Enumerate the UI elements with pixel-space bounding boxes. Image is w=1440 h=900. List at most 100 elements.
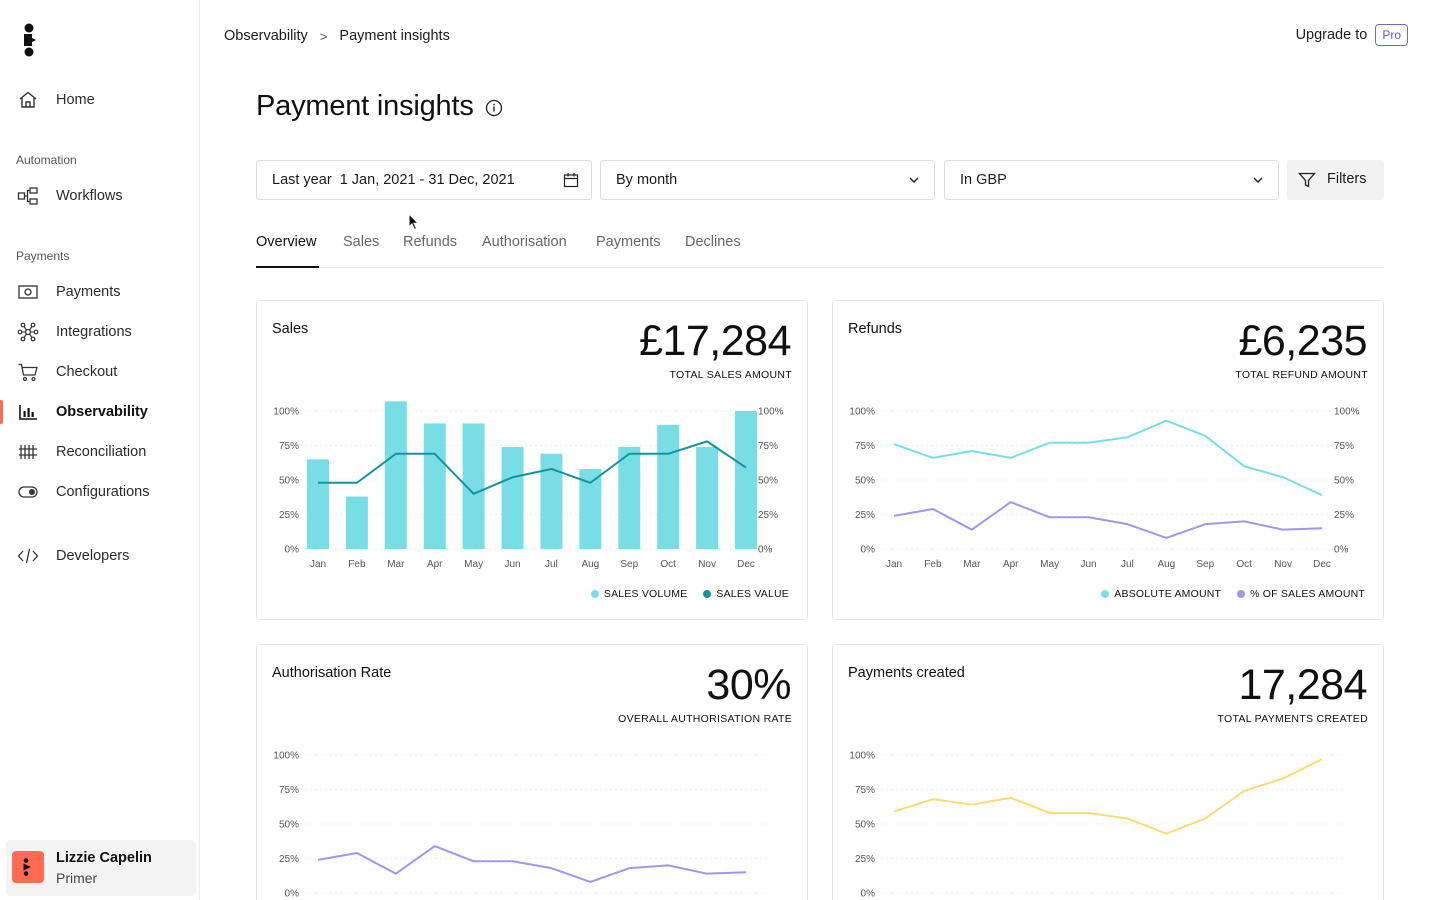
- integrations-icon: [17, 322, 39, 342]
- series-line: [317, 845, 747, 883]
- y-tick-label-right: 25%: [1334, 510, 1354, 521]
- x-tick-label: Mar: [963, 559, 981, 570]
- legend-item: ABSOLUTE AMOUNT: [1101, 588, 1221, 600]
- legend-item: % OF SALES AMOUNT: [1237, 588, 1365, 600]
- sidebar-item-integrations[interactable]: Integrations: [0, 316, 199, 348]
- refunds-chart: 0% 0% 25% 25% 50% 50% 75% 75% 100% 100% Jan Feb Mar A…: [849, 407, 1359, 571]
- sidebar: Home Automation Workflows Payments Payme…: [0, 0, 200, 900]
- y-tick-label: 75%: [279, 785, 299, 796]
- filter-icon: [1298, 172, 1316, 188]
- authorisation-chart: 0%25%50%75%100%JanFebMarAprMayJunJulAugS…: [273, 751, 767, 900]
- tab-overview[interactable]: Overview: [256, 234, 317, 250]
- info-icon[interactable]: [485, 99, 503, 117]
- avatar: [12, 851, 44, 883]
- sidebar-item-label: Integrations: [56, 324, 132, 340]
- sales-card: Sales £17,284 TOTAL SALES AMOUNT 0% 0% 25%…: [256, 300, 808, 620]
- sidebar-item-developers[interactable]: Developers: [0, 540, 199, 572]
- y-tick-label: 25%: [855, 854, 875, 865]
- bar-chart-icon: [19, 405, 37, 420]
- sidebar-item-payments[interactable]: Payments: [0, 276, 199, 308]
- upgrade-button[interactable]: Upgrade to Pro: [1296, 24, 1408, 46]
- y-tick-label-right: 25%: [758, 510, 778, 521]
- y-tick-label: 50%: [279, 476, 299, 487]
- currency-select[interactable]: In GBP: [944, 160, 1279, 200]
- sidebar-item-label: Configurations: [56, 484, 150, 500]
- primer-logo[interactable]: [20, 22, 48, 58]
- card-title: Sales: [272, 321, 309, 337]
- sidebar-item-observability[interactable]: Observability: [0, 396, 199, 428]
- card-title: Refunds: [848, 321, 903, 337]
- payments-icon: [18, 285, 38, 299]
- bar: [501, 446, 524, 549]
- x-tick-label: Sep: [620, 559, 638, 570]
- x-tick-label: Oct: [660, 559, 676, 570]
- legend-dot: [1101, 590, 1110, 598]
- sidebar-item-home[interactable]: Home: [0, 84, 199, 116]
- calendar-icon: [563, 173, 579, 188]
- active-tab-indicator: [256, 266, 319, 268]
- x-tick-label: Jul: [1121, 559, 1134, 570]
- sidebar-item-label: Checkout: [56, 364, 118, 380]
- card-subtitle: TOTAL REFUND AMOUNT: [1235, 369, 1368, 381]
- card-value: 17,284: [1238, 661, 1367, 709]
- toggle-icon: [18, 486, 38, 498]
- pro-badge: Pro: [1375, 24, 1408, 46]
- y-tick-label: 100%: [849, 751, 875, 762]
- sales-chart: 0% 0% 25% 25% 50% 50% 75% 75% 100% 100% Jan Feb Mar A…: [273, 401, 784, 570]
- legend-label: % OF SALES AMOUNT: [1250, 588, 1365, 600]
- y-tick-label-right: 50%: [1334, 476, 1354, 487]
- tab-payments[interactable]: Payments: [596, 234, 661, 250]
- sidebar-item-reconciliation[interactable]: Reconciliation: [0, 436, 199, 468]
- legend-item: SALES VALUE: [703, 588, 789, 600]
- home-icon: [19, 91, 37, 108]
- mouse-cursor-icon: [408, 213, 420, 231]
- y-tick-label: 0%: [285, 889, 300, 900]
- payments-created-chart: 0%25%50%75%100%JanFebMarAprMayJunJulAugS…: [849, 751, 1343, 900]
- grouping-select[interactable]: By month: [600, 160, 935, 200]
- refunds-card: Refunds £6,235 TOTAL REFUND AMOUNT 0% 0% 2…: [832, 300, 1384, 620]
- x-tick-label: May: [464, 559, 483, 570]
- x-tick-label: Apr: [427, 559, 443, 570]
- cart-icon: [18, 363, 38, 382]
- y-tick-label: 25%: [855, 510, 875, 521]
- tab-authorisation[interactable]: Authorisation: [482, 234, 567, 250]
- sidebar-item-workflows[interactable]: Workflows: [0, 180, 199, 212]
- bar: [345, 496, 368, 549]
- page-title: Payment insights: [256, 90, 474, 122]
- tab-sales[interactable]: Sales: [343, 234, 380, 250]
- tab-refunds[interactable]: Refunds: [403, 234, 458, 250]
- sidebar-item-configurations[interactable]: Configurations: [0, 476, 199, 508]
- user-name: Lizzie Capelin: [56, 850, 152, 866]
- breadcrumb-observability[interactable]: Observability: [224, 28, 308, 44]
- x-tick-label: Feb: [348, 559, 366, 570]
- y-tick-label: 100%: [273, 751, 299, 762]
- series-line: [318, 440, 747, 495]
- x-tick-label: Jun: [1080, 559, 1096, 570]
- y-tick-label: 0%: [285, 545, 300, 556]
- y-tick-label: 100%: [849, 407, 875, 418]
- sidebar-item-checkout[interactable]: Checkout: [0, 356, 199, 388]
- code-icon: [17, 548, 39, 564]
- tab-declines[interactable]: Declines: [685, 234, 741, 250]
- date-range-text: Last year 1 Jan, 2021 - 31 Dec, 2021: [272, 172, 515, 188]
- x-tick-label: Aug: [1157, 559, 1175, 570]
- breadcrumb: Observability > Payment insights: [224, 28, 450, 44]
- x-tick-label: Dec: [737, 559, 755, 570]
- x-tick-label: Apr: [1003, 559, 1019, 570]
- bar: [540, 453, 563, 549]
- workflows-icon: [17, 187, 38, 205]
- filters-button[interactable]: Filters: [1287, 160, 1384, 200]
- x-tick-label: Jun: [504, 559, 520, 570]
- y-tick-label-right: 75%: [758, 441, 778, 452]
- y-tick-label: 25%: [279, 510, 299, 521]
- sidebar-item-label: Observability: [56, 404, 148, 420]
- date-range-picker[interactable]: Last year 1 Jan, 2021 - 31 Dec, 2021: [256, 160, 592, 200]
- x-tick-label: Jan: [886, 559, 902, 570]
- y-tick-label-right: 0%: [1334, 545, 1349, 556]
- chart-legend: ABSOLUTE AMOUNT % OF SALES AMOUNT: [1101, 588, 1365, 600]
- card-subtitle: OVERALL AUTHORISATION RATE: [618, 713, 792, 725]
- user-org: Primer: [56, 870, 98, 886]
- chevron-down-icon: [1253, 177, 1263, 183]
- y-tick-label: 50%: [855, 820, 875, 831]
- user-account[interactable]: Lizzie Capelin Primer: [6, 840, 196, 896]
